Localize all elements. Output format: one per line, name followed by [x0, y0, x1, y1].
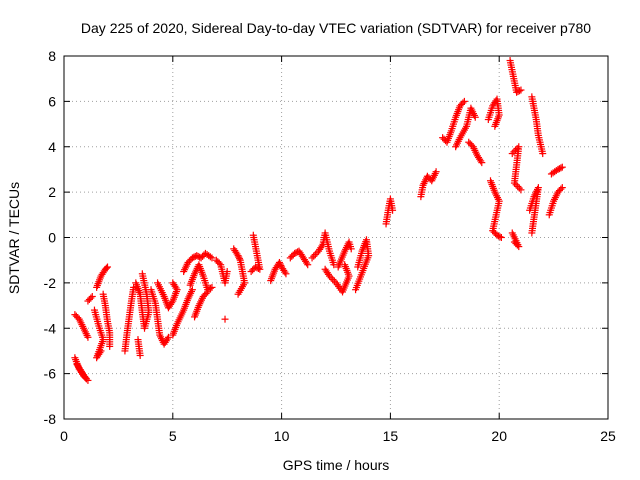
- data-point: [325, 272, 333, 280]
- data-point: [164, 333, 172, 341]
- data-point: [170, 281, 178, 289]
- data-point: [478, 159, 486, 167]
- data-point: [471, 113, 479, 121]
- data-point: [97, 347, 105, 355]
- data-point: [281, 268, 289, 276]
- chart-title: Day 225 of 2020, Sidereal Day-to-day VTE…: [81, 20, 591, 36]
- data-point: [104, 263, 112, 271]
- x-tick-label: 10: [274, 428, 290, 444]
- data-point: [308, 254, 316, 262]
- y-tick-label: -2: [44, 275, 57, 291]
- y-axis-label: SDTVAR / TECUs: [6, 182, 22, 294]
- data-point: [235, 253, 243, 261]
- data-points: [71, 57, 566, 384]
- data-point: [311, 251, 319, 259]
- data-point: [558, 184, 566, 192]
- y-tick-label: -8: [44, 411, 57, 427]
- data-point: [221, 315, 229, 323]
- data-point: [327, 274, 335, 282]
- data-point: [557, 164, 565, 172]
- data-point: [491, 122, 499, 130]
- x-tick-label: 25: [600, 428, 616, 444]
- x-tick-label: 0: [60, 428, 68, 444]
- y-tick-label: 6: [48, 93, 56, 109]
- data-point: [234, 252, 242, 260]
- data-point: [496, 233, 504, 241]
- x-tick-label: 15: [383, 428, 399, 444]
- data-point: [163, 335, 171, 343]
- data-point: [318, 242, 326, 250]
- data-point: [389, 206, 397, 214]
- y-tick-label: -6: [44, 366, 57, 382]
- data-point: [432, 168, 440, 176]
- data-point: [82, 374, 90, 382]
- data-point: [517, 186, 525, 194]
- data-point: [249, 231, 257, 239]
- data-point: [510, 179, 518, 187]
- x-tick-label: 5: [169, 428, 177, 444]
- data-point: [208, 283, 216, 291]
- data-point: [512, 181, 520, 189]
- x-axis-label: GPS time / hours: [283, 457, 390, 473]
- data-point: [330, 277, 338, 285]
- data-point: [282, 270, 290, 278]
- data-point: [208, 254, 216, 262]
- data-point: [169, 279, 177, 287]
- y-ticks: -8 -6 -4 -2 0 2 4 6 8: [44, 48, 608, 427]
- data-point: [202, 289, 210, 297]
- data-point: [528, 229, 536, 237]
- data-point: [96, 349, 104, 357]
- data-point: [514, 182, 522, 190]
- data-point: [508, 229, 516, 237]
- y-tick-label: 2: [48, 184, 56, 200]
- data-point: [234, 290, 242, 298]
- data-point: [460, 97, 468, 105]
- data-point: [204, 288, 212, 296]
- y-tick-label: -4: [44, 320, 57, 336]
- data-point: [539, 150, 547, 158]
- data-point: [352, 286, 360, 294]
- y-tick-label: 8: [48, 48, 56, 64]
- data-point: [477, 157, 485, 165]
- data-point: [188, 286, 196, 294]
- data-point: [236, 255, 244, 263]
- data-point: [106, 342, 114, 350]
- data-point: [558, 163, 566, 171]
- x-tick-label: 20: [491, 428, 507, 444]
- data-point: [275, 258, 283, 266]
- data-point: [517, 86, 525, 94]
- data-point: [304, 261, 312, 269]
- data-point: [206, 253, 214, 261]
- data-point: [557, 185, 565, 193]
- data-point: [207, 284, 215, 292]
- data-point: [102, 264, 110, 272]
- data-point: [497, 234, 505, 241]
- data-point: [87, 294, 95, 302]
- data-point: [136, 351, 144, 359]
- data-point: [303, 259, 311, 267]
- data-point: [515, 184, 523, 192]
- data-point: [138, 270, 146, 278]
- data-point: [168, 299, 176, 307]
- data-point: [81, 372, 89, 380]
- data-point: [329, 275, 337, 283]
- data-point: [459, 99, 467, 107]
- data-point: [310, 252, 318, 260]
- x-ticks: 0 5 10 15 20 25: [60, 56, 616, 444]
- data-point: [516, 87, 524, 95]
- data-point: [215, 259, 223, 267]
- y-tick-label: 4: [48, 139, 56, 155]
- y-tick-label: 0: [48, 230, 56, 246]
- data-point: [347, 245, 355, 253]
- data-point: [223, 268, 231, 276]
- data-point: [276, 260, 284, 268]
- data-point: [88, 292, 96, 300]
- data-point: [84, 333, 92, 341]
